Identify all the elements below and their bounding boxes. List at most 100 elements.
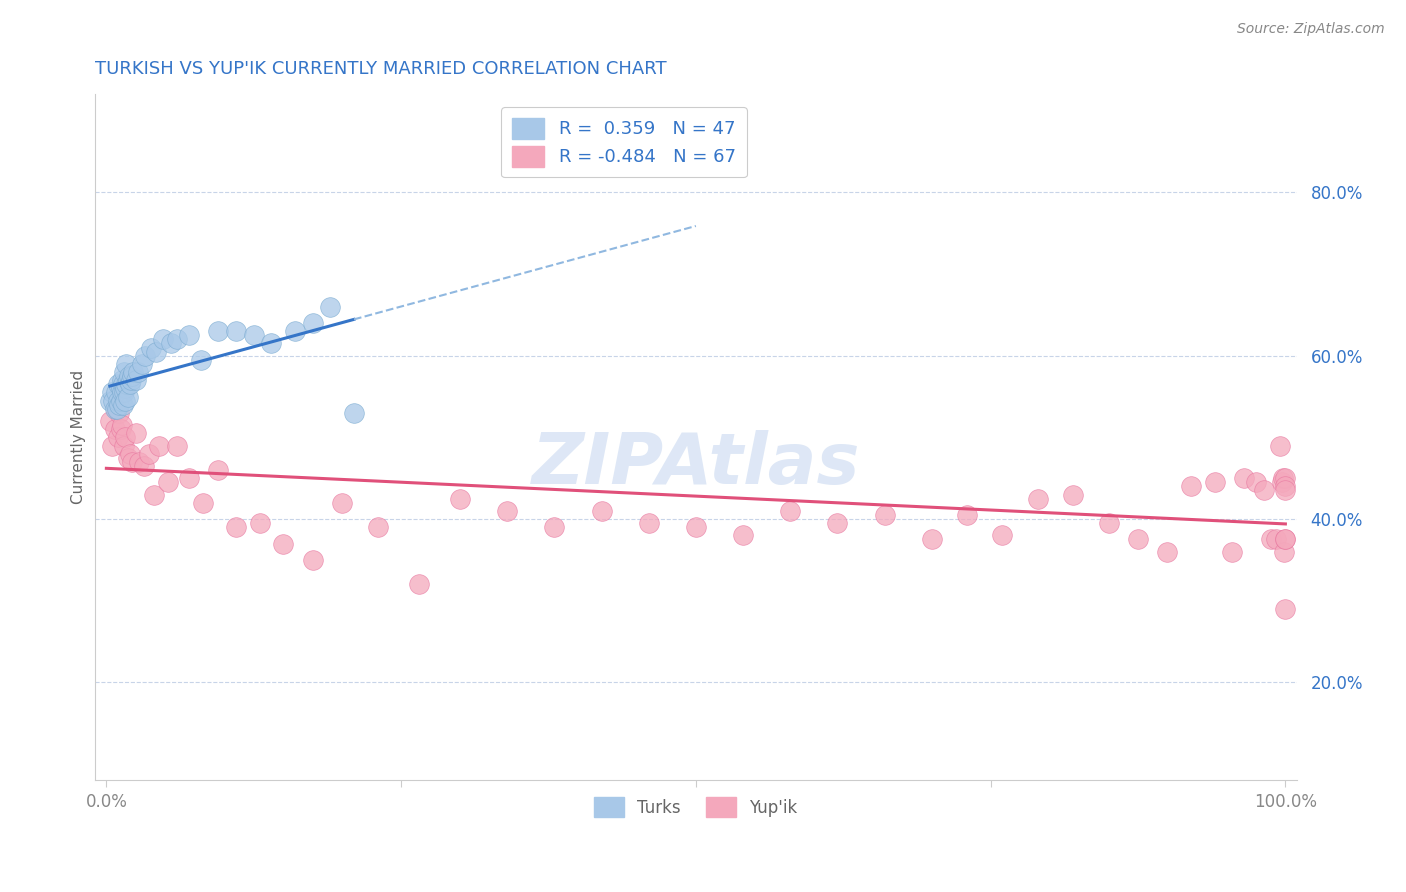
Point: [145, 344, 167, 359]
Point: [111, 398, 134, 412]
Point: [114, 430, 136, 444]
Point: [166, 332, 188, 346]
Point: [134, 349, 156, 363]
Point: [956, 508, 979, 522]
Point: [1272, 471, 1295, 485]
Point: [101, 438, 124, 452]
Point: [1272, 544, 1295, 558]
Point: [108, 398, 131, 412]
Point: [110, 393, 132, 408]
Point: [118, 369, 141, 384]
Point: [118, 447, 141, 461]
Point: [1274, 479, 1296, 493]
Point: [114, 393, 136, 408]
Point: [142, 487, 165, 501]
Point: [115, 357, 138, 371]
Point: [591, 504, 613, 518]
Point: [117, 390, 139, 404]
Point: [1265, 533, 1288, 547]
Point: [117, 450, 139, 465]
Point: [1062, 487, 1084, 501]
Point: [177, 471, 200, 485]
Point: [112, 438, 135, 452]
Point: [260, 336, 283, 351]
Point: [190, 352, 212, 367]
Y-axis label: Currently Married: Currently Married: [72, 370, 86, 505]
Point: [731, 528, 754, 542]
Point: [160, 336, 183, 351]
Point: [271, 536, 294, 550]
Point: [301, 553, 323, 567]
Point: [225, 324, 247, 338]
Point: [117, 373, 139, 387]
Point: [125, 373, 148, 387]
Point: [1156, 544, 1178, 558]
Point: [120, 373, 142, 387]
Point: [543, 520, 565, 534]
Point: [132, 458, 155, 473]
Point: [131, 357, 153, 371]
Point: [1268, 438, 1291, 452]
Point: [1253, 483, 1275, 498]
Point: [104, 422, 127, 436]
Point: [127, 365, 149, 379]
Point: [121, 369, 143, 384]
Point: [1204, 475, 1226, 490]
Point: [249, 516, 271, 530]
Point: [191, 496, 214, 510]
Point: [148, 438, 170, 452]
Point: [685, 520, 707, 534]
Point: [1244, 475, 1267, 490]
Point: [118, 377, 141, 392]
Point: [108, 406, 131, 420]
Point: [107, 393, 129, 408]
Point: [111, 385, 134, 400]
Point: [110, 381, 132, 395]
Point: [115, 377, 138, 392]
Point: [104, 401, 127, 416]
Point: [301, 316, 323, 330]
Point: [367, 520, 389, 534]
Point: [991, 528, 1014, 542]
Point: [1271, 475, 1294, 490]
Point: [1274, 483, 1296, 498]
Point: [1233, 471, 1256, 485]
Point: [128, 455, 150, 469]
Point: [1274, 533, 1296, 547]
Point: [101, 385, 124, 400]
Point: [111, 418, 134, 433]
Text: TURKISH VS YUP'IK CURRENTLY MARRIED CORRELATION CHART: TURKISH VS YUP'IK CURRENTLY MARRIED CORR…: [94, 60, 666, 78]
Point: [112, 365, 135, 379]
Point: [166, 438, 188, 452]
Point: [1274, 533, 1296, 547]
Point: [104, 401, 127, 416]
Point: [637, 516, 659, 530]
Text: Source: ZipAtlas.com: Source: ZipAtlas.com: [1237, 22, 1385, 37]
Point: [121, 455, 143, 469]
Point: [284, 324, 307, 338]
Point: [1260, 533, 1282, 547]
Point: [103, 393, 125, 408]
Point: [330, 496, 353, 510]
Point: [873, 508, 896, 522]
Point: [1097, 516, 1119, 530]
Point: [207, 463, 229, 477]
Point: [107, 377, 129, 392]
Point: [1126, 533, 1149, 547]
Legend: Turks, Yup'ik: Turks, Yup'ik: [588, 791, 804, 823]
Point: [225, 520, 247, 534]
Point: [111, 373, 134, 387]
Point: [408, 577, 430, 591]
Point: [343, 406, 366, 420]
Text: ZIPAtlas: ZIPAtlas: [531, 430, 860, 500]
Point: [1180, 479, 1202, 493]
Point: [98, 393, 121, 408]
Point: [779, 504, 801, 518]
Point: [177, 328, 200, 343]
Point: [156, 475, 179, 490]
Point: [111, 377, 134, 392]
Point: [207, 324, 229, 338]
Point: [1026, 491, 1049, 506]
Point: [496, 504, 519, 518]
Point: [122, 365, 145, 379]
